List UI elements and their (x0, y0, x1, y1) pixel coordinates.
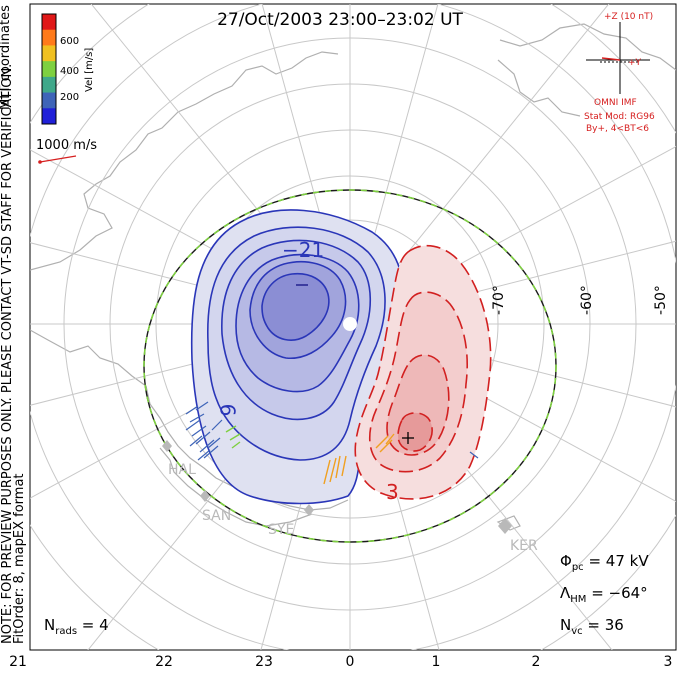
stat-nvc-value: = 36 (582, 616, 624, 634)
mlt-tick-23: 23 (255, 654, 273, 670)
latitude-label-60: -60° (578, 285, 595, 315)
colorbar-segment (42, 76, 56, 94)
reference-vector-line (39, 155, 77, 163)
positive-contour-4 (397, 412, 433, 452)
colorbar-segment (42, 61, 56, 78)
potential-max-marker (402, 432, 414, 444)
station-markers (162, 440, 512, 534)
stat-nrads-value: = 4 (77, 616, 109, 634)
imf-y-label: +Y (628, 58, 642, 68)
station-ker: KER (510, 538, 538, 554)
reference-vector-label: 1000 m/s (36, 138, 98, 153)
hm-boundary-dash (143, 189, 557, 543)
colorbar-segment (42, 92, 56, 109)
stat-phi-pc: Φpc = 47 kV (560, 552, 649, 573)
latitude-label-70: -70° (490, 285, 507, 315)
stat-nrads-sub: rads (55, 626, 78, 637)
station-san: SAN (202, 508, 232, 524)
stat-phi-sub: pc (571, 562, 584, 573)
imf-model: Stat Mod: RG96 (584, 112, 655, 122)
imf-source: OMNI IMF (594, 98, 637, 108)
velocity-vectors-blue (185, 401, 223, 461)
mlt-tick-22: 22 (155, 654, 173, 670)
negative-contour-6 (261, 272, 330, 341)
imf-condition: By+, 4<BT<6 (586, 124, 649, 134)
colorbar-tick-400: 400 (60, 66, 80, 77)
station-hal: HAL (168, 462, 196, 478)
contour-label-negative: −21 (282, 238, 325, 262)
colorbar-segment (42, 29, 56, 46)
velocity-vectors-orange (323, 433, 395, 485)
pole-marker (343, 317, 357, 331)
colorbar-border (41, 13, 57, 125)
stat-nvc-symbol: N (560, 616, 572, 634)
colorbar (41, 13, 57, 125)
contour-label-negative-mid: 9 (216, 403, 241, 417)
colorbar-tick-200: 200 (60, 92, 80, 103)
imf-scale: +Z (10 nT) (604, 12, 654, 22)
coastline (30, 23, 676, 531)
contour-label-positive: 3 (386, 480, 399, 504)
mlt-tick-1: 1 (431, 654, 441, 670)
colorbar-label: Vel [m/s] (84, 47, 95, 92)
colorbar-segment (42, 14, 56, 31)
latitude-label-50: -50° (652, 285, 669, 315)
stat-nrads: Nrads = 4 (44, 616, 109, 637)
stat-nvc: Nvc = 36 (560, 616, 624, 637)
stat-lambda-sub: HM (570, 594, 587, 605)
mlt-tick-21: 21 (9, 654, 27, 670)
stat-lambda-symbol: Λ (560, 584, 571, 602)
velocity-vectors-blue-right (469, 451, 479, 459)
colorbar-tick-600: 600 (60, 36, 80, 47)
mlt-tick-0: 0 (345, 654, 355, 670)
mlt-tick-3: 3 (663, 654, 673, 670)
fit-order-note: FitOrder: 8, mapEX format (12, 473, 27, 644)
plot-frame (29, 3, 677, 651)
page-title: 27/Oct/2003 23:00–23:02 UT (217, 10, 463, 30)
velocity-vectors-green (225, 425, 241, 449)
mlt-tick-2: 2 (531, 654, 541, 670)
stat-phi-value: = 47 kV (583, 552, 649, 570)
stat-lambda-value: = −64° (586, 584, 648, 602)
stat-nvc-sub: vc (571, 626, 583, 637)
station-sye: SYE (268, 522, 295, 538)
imf-dial (586, 22, 650, 94)
stat-phi-symbol: Φ (560, 552, 572, 570)
stat-lambda-hm: ΛHM = −64° (560, 584, 648, 605)
colorbar-segment (42, 45, 56, 62)
colorbar-segment (42, 108, 56, 125)
reference-vector-dot (38, 160, 42, 164)
stat-nrads-symbol: N (44, 616, 56, 634)
